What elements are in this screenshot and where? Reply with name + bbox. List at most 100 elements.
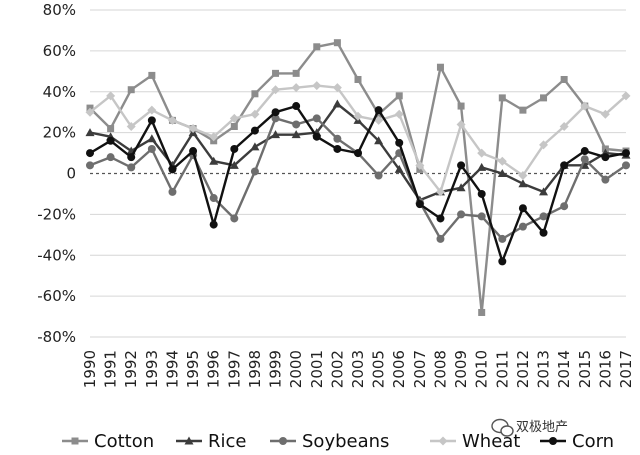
corn-point	[209, 220, 218, 229]
corn-point	[498, 257, 507, 266]
corn-point	[189, 147, 198, 156]
corn-point	[127, 153, 136, 162]
wechat-icon	[491, 418, 514, 437]
x-tick-label: 2000	[287, 350, 305, 388]
corn-point	[518, 204, 527, 213]
corn-point	[601, 153, 610, 162]
cotton-point	[148, 71, 156, 79]
corn-point	[292, 102, 301, 111]
cotton-point	[395, 92, 403, 100]
rice-point	[456, 183, 466, 192]
cotton-point	[560, 75, 568, 83]
rice-point	[85, 128, 95, 137]
wheat-point	[621, 91, 631, 101]
x-tick-label: 2009	[452, 350, 470, 388]
cotton-point	[292, 69, 300, 77]
x-tick-label: 1996	[205, 350, 223, 388]
x-tick-label: 2012	[514, 350, 532, 388]
legend-marker	[184, 436, 194, 445]
cotton-line	[89, 41, 627, 314]
corn-point	[374, 106, 383, 115]
series-wheat	[85, 81, 631, 197]
x-tick-label: 1994	[163, 350, 181, 388]
legend-marker	[549, 437, 557, 445]
soybeans-point	[622, 161, 630, 170]
wheat-point	[188, 124, 198, 134]
corn-point	[271, 108, 280, 117]
soybeans-point	[168, 187, 177, 196]
cotton-point	[519, 106, 527, 114]
wheat-point	[332, 83, 342, 93]
soybeans-point	[498, 234, 507, 243]
cotton-point	[107, 125, 115, 133]
x-tick-label: 2008	[431, 350, 449, 388]
legend-item-cotton: Cotton	[62, 431, 154, 452]
soybeans-point	[477, 212, 486, 221]
soybeans-point	[601, 175, 610, 184]
y-tick-label: 60%	[43, 42, 76, 60]
legend-item-corn: Corn	[540, 431, 614, 452]
corn-point	[395, 138, 404, 147]
legend-label: Rice	[208, 431, 246, 452]
wheat-point	[312, 81, 322, 91]
y-tick-label: 80%	[43, 1, 76, 19]
x-tick-label: 2002	[328, 350, 346, 388]
y-tick-label: -20%	[37, 205, 76, 223]
rice-point	[394, 164, 404, 173]
soybeans-point	[250, 167, 259, 176]
soybeans-point	[580, 155, 589, 164]
wheat-point	[353, 111, 363, 121]
x-tick-label: 1995	[184, 350, 202, 388]
soybeans-point	[560, 202, 569, 211]
wheat-point	[250, 109, 260, 119]
rice-point	[477, 162, 487, 171]
rice-point	[209, 156, 219, 165]
wheat-point	[518, 171, 528, 181]
corn-point	[539, 228, 548, 237]
wheat-point	[106, 91, 116, 101]
wheat-point	[456, 119, 466, 129]
corn-point	[457, 161, 466, 170]
cotton-point	[478, 308, 486, 316]
soybeans-point	[127, 163, 136, 172]
series-lines	[85, 39, 631, 316]
x-tick-label: 2005	[370, 350, 388, 388]
wheat-point	[291, 83, 301, 93]
wheat-point	[394, 109, 404, 119]
y-tick-label: -60%	[37, 287, 76, 305]
legend-label: Soybeans	[302, 431, 389, 452]
soybeans-point	[292, 120, 301, 129]
corn-point	[250, 126, 259, 135]
wheat-point	[85, 107, 95, 117]
watermark-text: 双极地产	[516, 420, 568, 435]
wheat-point	[600, 109, 610, 119]
cotton-point	[272, 69, 280, 77]
wheat-point	[477, 148, 487, 158]
x-tick-label: 1990	[81, 350, 99, 388]
soybeans-point	[86, 161, 94, 170]
wheat-point	[209, 132, 219, 142]
corn-point	[147, 116, 156, 125]
corn-line	[89, 104, 627, 263]
cotton-point	[498, 94, 506, 102]
wheat-point	[559, 121, 569, 131]
legend-item-soybeans: Soybeans	[270, 431, 389, 452]
cotton-point	[354, 75, 362, 83]
rice-point	[229, 160, 239, 169]
corn-point	[560, 161, 569, 170]
soybeans-point	[518, 222, 527, 231]
corn-point	[354, 149, 362, 158]
y-axis-tick-labels: 80% 60% 40% 20% 0 -20% -40% -60% -80%	[37, 1, 76, 346]
wheat-point	[435, 187, 445, 197]
wheat-point	[415, 160, 425, 170]
x-tick-label: 1999	[267, 350, 285, 388]
soybeans-point	[457, 210, 466, 219]
rice-point	[332, 99, 342, 108]
wheat-point	[229, 113, 239, 123]
x-tick-label: 2016	[596, 350, 614, 388]
soybeans-line	[89, 117, 627, 241]
cotton-point	[436, 63, 444, 71]
watermark: 双极地产	[491, 418, 568, 437]
corn-point	[477, 189, 486, 198]
